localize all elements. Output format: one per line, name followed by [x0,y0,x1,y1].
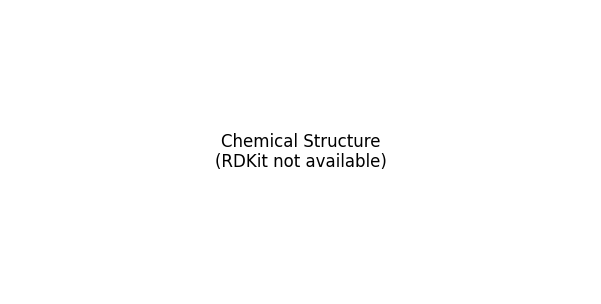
Text: Chemical Structure
(RDKit not available): Chemical Structure (RDKit not available) [215,133,386,171]
